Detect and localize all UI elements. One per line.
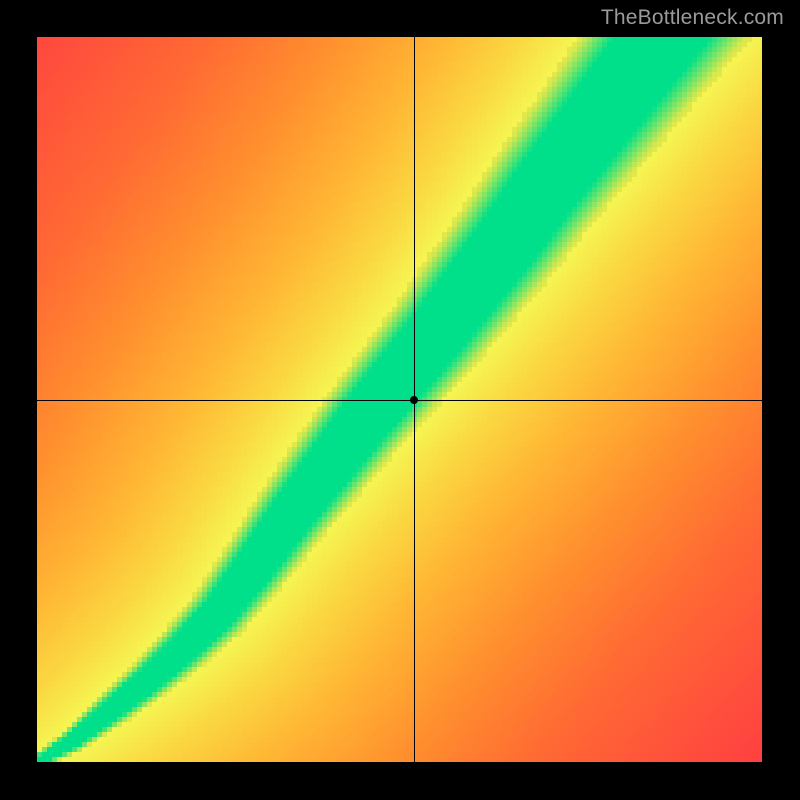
plot-area bbox=[37, 37, 762, 762]
crosshair-horizontal bbox=[37, 400, 762, 401]
marker-dot bbox=[410, 396, 418, 404]
watermark-text: TheBottleneck.com bbox=[601, 6, 784, 30]
chart-container: TheBottleneck.com bbox=[0, 0, 800, 800]
